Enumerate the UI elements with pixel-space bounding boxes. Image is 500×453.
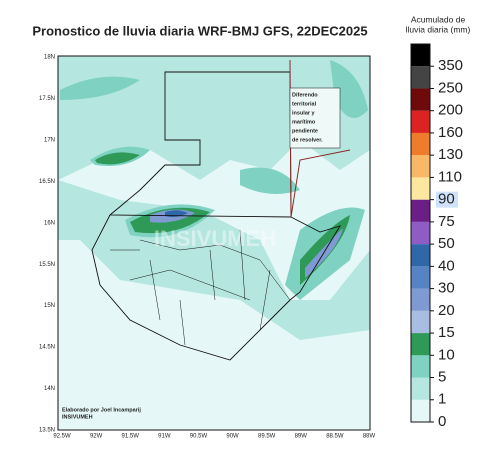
lat-tick-label: 15N xyxy=(44,303,55,309)
lon-tick-label: 90.5W xyxy=(190,434,208,440)
colorbar-title: Acumulado de xyxy=(411,14,466,24)
department-borders xyxy=(110,229,291,346)
colorbar-label: 90 xyxy=(438,191,455,208)
annotation-line: insular y xyxy=(292,110,316,116)
colorbar-label: 5 xyxy=(438,368,446,385)
colorbar-swatch xyxy=(411,333,430,356)
annotation-line: Diferendo xyxy=(292,92,318,98)
lon-tick-label: 89.5W xyxy=(258,434,276,440)
lon-tick-label: 91.5W xyxy=(122,434,140,440)
lat-tick-label: 17.5N xyxy=(39,96,55,102)
colorbar-swatch xyxy=(411,399,430,422)
colorbar-label: 0 xyxy=(438,413,446,430)
colorbar-label: 160 xyxy=(438,124,463,141)
colorbar-swatch xyxy=(411,155,430,178)
colorbar-swatch xyxy=(411,110,430,133)
colorbar-label: 110 xyxy=(438,168,462,185)
colorbar-frame xyxy=(410,43,431,423)
colorbar-swatch xyxy=(411,88,430,111)
lon-tick-label: 92.5W xyxy=(53,434,71,440)
colorbar-label: 1 xyxy=(438,391,446,408)
map-frame xyxy=(57,55,371,431)
annotation-line: pendiente xyxy=(292,128,318,134)
colorbar-swatch xyxy=(411,288,430,311)
colorbar-label: 40 xyxy=(438,257,455,274)
lon-tick-label: 88W xyxy=(363,434,376,440)
rain-10 xyxy=(95,152,350,285)
colorbar-swatch xyxy=(411,310,430,334)
title: Pronostico de lluvia diaria WRF-BMJ GFS,… xyxy=(32,23,367,38)
lat-tick-label: 14.5N xyxy=(39,345,55,351)
colorbar-swatch xyxy=(411,66,430,89)
annotation-line: territorial xyxy=(292,101,317,107)
annotation: Diferendo territorial insular y marítimo pen… xyxy=(292,92,323,143)
colorbar-swatch xyxy=(411,266,430,289)
colorbar-swatch xyxy=(411,132,430,156)
lat-tick-label: 16.5N xyxy=(39,179,55,185)
colorbar-swatch xyxy=(411,377,430,400)
lon-tick-label: 88.5W xyxy=(326,434,344,440)
lon-tick-label: 90W xyxy=(226,434,239,440)
colorbar-swatch xyxy=(411,221,430,245)
lon-tick-label: 92W xyxy=(90,434,103,440)
colorbar-label: 75 xyxy=(438,213,455,230)
lat-tick-label: 17N xyxy=(44,137,55,143)
annotation-box xyxy=(289,87,341,149)
lat-tick-label: 16N xyxy=(44,220,55,226)
colorbar-label: 130 xyxy=(438,146,463,163)
colorbar-swatch xyxy=(411,177,430,200)
colorbar-label: 15 xyxy=(438,324,455,341)
axes: 18N 17.5N 17N 16.5N 16N 15.5N 15N 14.5N 14N 13.5N… xyxy=(39,55,376,440)
colorbar-label: 10 xyxy=(438,346,455,363)
colorbar-swatch xyxy=(411,244,430,267)
watermark: INSIVUMEH xyxy=(154,226,276,251)
label-highlight xyxy=(436,191,458,208)
credit-line: INSIVUMEH xyxy=(62,414,93,420)
colorbar-label: 250 xyxy=(438,79,463,96)
colorbar-label: 20 xyxy=(438,302,455,319)
map-area: INSIVUMEH xyxy=(57,55,371,431)
lat-tick-label: 15.5N xyxy=(39,262,55,268)
lat-tick-label: 14N xyxy=(44,386,55,392)
lon-tick-label: 91W xyxy=(158,434,171,440)
rain-5 xyxy=(60,60,368,300)
colorbar-label: 350 xyxy=(438,57,463,74)
colorbar-swatch xyxy=(411,44,430,67)
lat-tick-label: 13.5N xyxy=(39,428,55,434)
annotation-line: marítimo xyxy=(292,119,316,125)
colorbar-label: 30 xyxy=(438,280,455,297)
lat-tick-label: 18N xyxy=(44,55,55,61)
colorbar-title: lluvia diaria (mm) xyxy=(406,24,471,34)
colorbar-swatch xyxy=(411,355,430,378)
colorbar-label: 50 xyxy=(438,235,455,252)
colorbar-swatch xyxy=(411,199,430,222)
annotation-line: de resolver. xyxy=(292,137,323,143)
credit-line: Elaborado por Joel Incamparij xyxy=(62,407,141,413)
colorbar-label: 200 xyxy=(438,102,463,119)
lon-tick-label: 89W xyxy=(295,434,308,440)
